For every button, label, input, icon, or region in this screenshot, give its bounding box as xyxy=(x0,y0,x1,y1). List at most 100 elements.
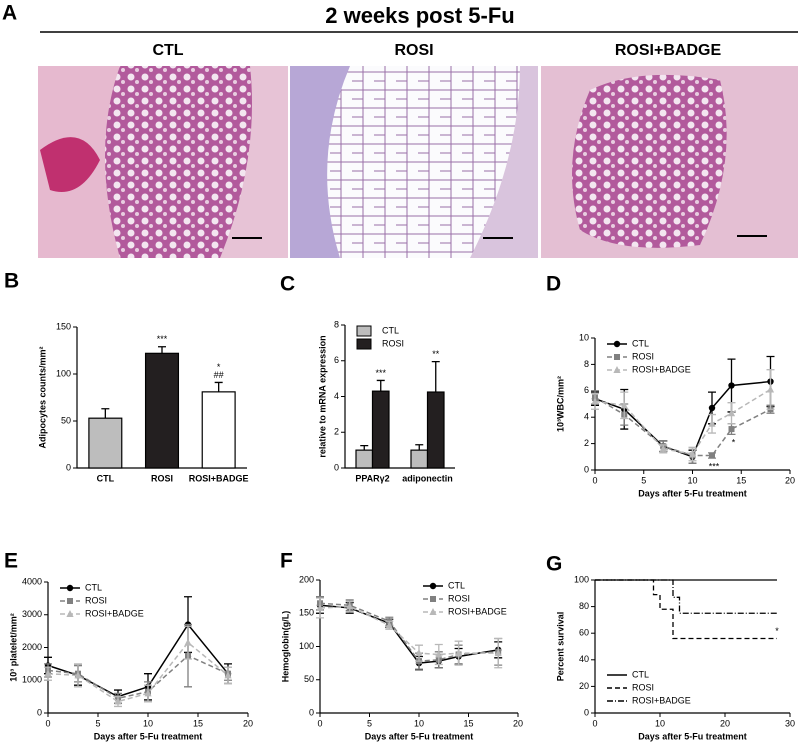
error-bar xyxy=(158,346,166,354)
series-line xyxy=(594,396,771,457)
bar xyxy=(144,352,180,469)
marker xyxy=(224,671,232,679)
x-tick-label: 15 xyxy=(736,475,746,485)
marker xyxy=(494,649,502,657)
x-tick-label: 15 xyxy=(193,718,203,728)
y-tick-label: 4 xyxy=(584,412,589,422)
y-axis-label: 10³WBC/mm² xyxy=(555,376,565,432)
marker xyxy=(613,340,621,348)
legend-label: ROSI xyxy=(85,595,107,605)
panel-label: F xyxy=(280,550,293,573)
x-tick-label: ROSI xyxy=(151,473,173,483)
panel-label: A xyxy=(2,2,17,25)
x-tick-label: 30 xyxy=(785,718,795,728)
y-tick-label: 8 xyxy=(334,319,339,329)
legend-label: CTL xyxy=(632,338,649,348)
y-tick-label: 0 xyxy=(37,707,42,717)
significance-label: * xyxy=(775,626,779,636)
error-bar xyxy=(431,360,440,393)
y-axis-label: Adipocytes counts/mm² xyxy=(37,346,47,448)
error-bar xyxy=(415,444,424,451)
panel-label: B xyxy=(4,270,19,293)
marker xyxy=(709,452,715,459)
x-tick-label: 0 xyxy=(45,718,50,728)
histology-rosi-badge xyxy=(541,66,798,258)
error-bar xyxy=(101,408,110,419)
image-label: ROSI+BADGE xyxy=(615,42,722,59)
panel-label: C xyxy=(280,273,295,296)
y-axis-label: Percent survival xyxy=(555,612,565,682)
y-tick-label: 8 xyxy=(584,359,589,369)
significance-label: * xyxy=(217,362,221,372)
legend-label: CTL xyxy=(448,580,465,590)
y-tick-label: 0 xyxy=(584,707,589,717)
legend-swatch xyxy=(356,325,372,337)
y-tick-label: 6 xyxy=(334,355,339,365)
y-tick-label: 20 xyxy=(579,681,589,691)
y-tick-label: 80 xyxy=(579,601,589,611)
panel-label: D xyxy=(546,273,561,296)
x-tick-label: 20 xyxy=(785,475,795,485)
bar xyxy=(355,449,374,469)
bar xyxy=(371,390,390,469)
y-tick-label: 2 xyxy=(584,438,589,448)
bar xyxy=(201,391,236,469)
x-tick-label: 20 xyxy=(243,718,253,728)
x-tick-label: ROSI+BADGE xyxy=(189,473,249,483)
x-tick-label: 10 xyxy=(687,475,697,485)
x-axis-label: Days after 5-Fu treatment xyxy=(638,488,747,498)
y-tick-label: 0 xyxy=(309,707,314,717)
series-line xyxy=(47,641,229,703)
y-tick-label: 6 xyxy=(584,385,589,395)
x-axis-label: Days after 5-Fu treatment xyxy=(94,731,203,741)
x-tick-label: 15 xyxy=(463,718,473,728)
y-tick-label: 0 xyxy=(584,464,589,474)
x-tick-label: 10 xyxy=(143,718,153,728)
legend-label: ROSI+BADGE xyxy=(632,695,691,705)
marker xyxy=(728,382,735,389)
marker xyxy=(385,621,393,629)
marker xyxy=(67,598,73,604)
legend-swatch xyxy=(356,338,372,350)
marker xyxy=(44,669,52,677)
y-tick-label: 50 xyxy=(61,415,71,425)
y-tick-label: 0 xyxy=(66,462,71,472)
y-tick-label: 1000 xyxy=(22,675,42,685)
significance-label: *** xyxy=(157,334,168,344)
marker xyxy=(144,689,152,697)
marker xyxy=(727,409,736,417)
x-tick-label: 5 xyxy=(95,718,100,728)
marker xyxy=(766,385,775,393)
marker xyxy=(66,584,74,592)
marker xyxy=(429,608,437,615)
marker xyxy=(708,404,716,412)
bar xyxy=(410,449,429,469)
marker xyxy=(184,638,192,646)
panel-label: E xyxy=(4,550,18,573)
legend-label: CTL xyxy=(382,325,399,335)
legend-label: ROSI+BADGE xyxy=(632,364,691,374)
legend-label: ROSI xyxy=(632,351,654,361)
marker xyxy=(688,450,697,458)
series-line xyxy=(594,388,771,455)
marker xyxy=(591,397,599,405)
survival-curve xyxy=(595,579,777,614)
bar xyxy=(88,417,123,469)
y-tick-label: 100 xyxy=(574,574,589,584)
y-axis-label: 10³ platelet/mm² xyxy=(8,613,18,682)
y-tick-label: 2 xyxy=(334,427,339,437)
histology-ctl xyxy=(38,66,288,258)
image-label: CTL xyxy=(152,42,183,59)
marker xyxy=(429,582,437,590)
x-tick-label: 20 xyxy=(513,718,523,728)
y-tick-label: 100 xyxy=(299,641,314,651)
marker xyxy=(435,650,443,658)
y-tick-label: 3000 xyxy=(22,609,42,619)
error-bar xyxy=(376,379,385,392)
x-tick-label: 5 xyxy=(367,718,372,728)
marker xyxy=(430,596,436,602)
x-tick-label: 0 xyxy=(592,718,597,728)
series-line xyxy=(594,380,771,458)
legend-label: ROSI xyxy=(382,338,404,348)
